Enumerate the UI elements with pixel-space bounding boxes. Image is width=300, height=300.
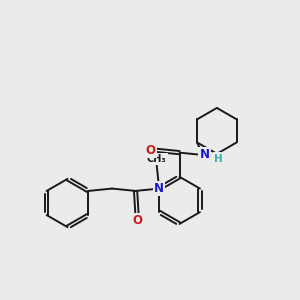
Text: N: N [154, 182, 164, 195]
Text: O: O [132, 214, 142, 227]
Text: CH₃: CH₃ [147, 154, 167, 164]
Text: H: H [214, 154, 223, 164]
Text: O: O [146, 144, 156, 157]
Text: N: N [200, 148, 210, 161]
